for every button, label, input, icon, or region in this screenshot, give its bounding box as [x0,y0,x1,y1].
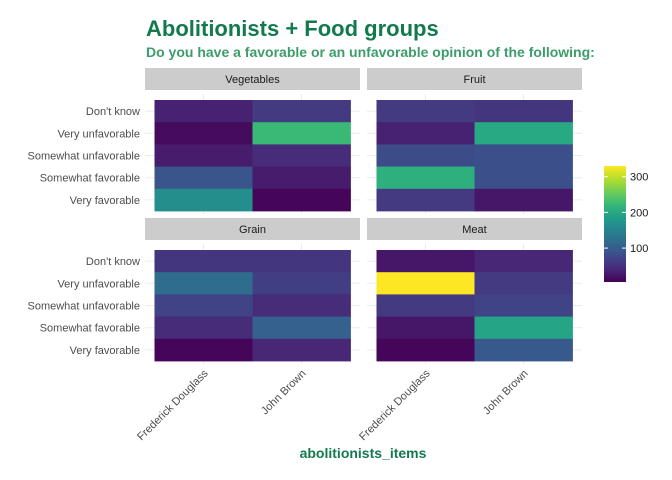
heatmap-cell [154,144,253,167]
facet-strip [367,218,582,240]
legend-tick-label: 300 [630,172,648,184]
heatmap-cell [154,338,253,362]
y-tick-label: Somewhat unfavorable [27,301,140,313]
legend-colorbar [604,166,626,282]
heatmap-cell [154,188,253,212]
heatmap-cell [154,272,253,295]
facet-panel-fruit: Fruit [367,68,582,214]
heatmap-cell [252,188,351,212]
x-tick-label: Frederick Douglass [135,367,211,443]
heatmap-cell [474,316,573,340]
facet-strip-label: Meat [462,224,486,236]
heatmap-cell [376,166,475,190]
heatmap-cell [252,122,351,145]
heatmap-cell [376,250,475,273]
legend-tick-label: 200 [630,207,648,219]
heatmap-cell [474,188,573,212]
heatmap-cell [376,144,475,167]
y-tick-label: Very unfavorable [57,278,140,290]
heatmap-cell [376,100,475,123]
heatmap-cell [252,272,351,295]
facet-strip-label: Vegetables [225,74,280,86]
y-tick-label: Somewhat favorable [40,173,140,185]
heatmap-cell [154,250,253,273]
y-tick-label: Very favorable [70,195,140,207]
heatmap-cell [252,338,351,362]
heatmap-cell [376,188,475,212]
facet-strip [145,68,360,90]
y-tick-label: Don't know [86,256,140,268]
y-tick-label: Very unfavorable [57,128,140,140]
heatmap-cell [154,316,253,340]
facet-strip [145,218,360,240]
heatmap-cell [474,166,573,190]
x-tick-label: Frederick Douglass [357,367,433,443]
chart-subtitle: Do you have a favorable or an unfavorabl… [146,44,595,60]
heatmap-cell [474,250,573,273]
heatmap-cell [252,100,351,123]
heatmap-cell [376,272,475,295]
heatmap-cell [154,122,253,145]
facet-strip-label: Fruit [464,74,486,86]
y-tick-label: Somewhat favorable [40,323,140,335]
heatmap-cell [252,144,351,167]
heatmap-cell [474,338,573,362]
x-tick-label: John Brown [259,368,309,418]
y-tick-label: Very favorable [70,345,140,357]
facet-panel-meat: Meat Frederick Douglass John Brown [357,218,582,443]
heatmap-cell [376,316,475,340]
heatmap-cell [252,316,351,340]
heatmap-cell [474,144,573,167]
facet-strip [367,68,582,90]
chart-title: Abolitionists + Food groups [146,16,439,41]
x-tick-label: John Brown [481,368,531,418]
heatmap-cell [252,294,351,317]
x-axis-title: abolitionists_items [300,445,427,461]
heatmap-cell [154,294,253,317]
heatmap-cell [376,122,475,145]
facet-panel-vegetables: Vegetables Don't know Very unfavorable Some… [27,68,360,214]
facet-strip-label: Grain [239,224,266,236]
heatmap-cell [376,294,475,317]
heatmap-cell [474,100,573,123]
heatmap-cell [474,294,573,317]
legend-tick-label: 100 [630,243,648,255]
heatmap-cell [252,250,351,273]
heatmap-cell [252,166,351,190]
heatmap-cell [474,272,573,295]
heatmap-cell [154,100,253,123]
y-tick-label: Don't know [86,106,140,118]
facet-panels: Vegetables Don't know Very unfavorable Some… [27,68,582,443]
facet-panel-grain: Grain Don't know Very unfavorable Somewhat … [27,218,360,443]
heatmap-cell [376,338,475,362]
heatmap-cell [154,166,253,190]
y-tick-label: Somewhat unfavorable [27,151,140,163]
heatmap-cell [474,122,573,145]
color-legend: 100 200 300 [604,166,648,282]
